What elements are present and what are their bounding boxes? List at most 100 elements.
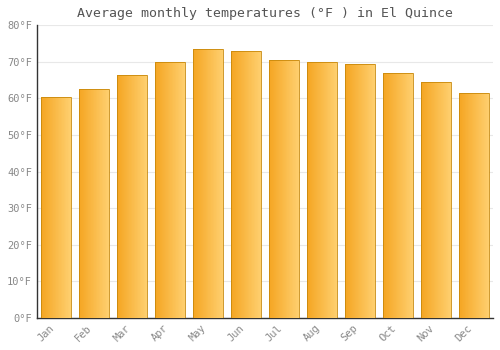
Bar (368, 64, 369, 318)
Bar (354, 64, 355, 318)
Bar (205, 49, 206, 318)
Bar (390, 73, 391, 318)
Bar (259, 51, 260, 318)
Bar (345, 64, 346, 318)
Bar (183, 62, 184, 318)
Bar (46, 97, 47, 318)
Bar (215, 49, 216, 318)
Bar (284, 60, 285, 318)
Bar (85, 89, 86, 318)
Bar (99, 89, 100, 318)
Bar (444, 82, 445, 318)
Bar (423, 82, 424, 318)
Bar (180, 62, 181, 318)
Bar (358, 64, 359, 318)
Bar (459, 93, 489, 318)
Bar (307, 62, 337, 318)
Bar (465, 93, 466, 318)
Bar (201, 49, 202, 318)
Bar (94, 89, 95, 318)
Bar (373, 64, 374, 318)
Bar (347, 64, 348, 318)
Bar (106, 89, 107, 318)
Bar (41, 97, 42, 318)
Bar (288, 60, 290, 318)
Bar (309, 62, 310, 318)
Bar (291, 60, 292, 318)
Bar (256, 51, 257, 318)
Bar (402, 73, 404, 318)
Bar (217, 49, 218, 318)
Bar (448, 82, 449, 318)
Bar (355, 64, 356, 318)
Bar (105, 89, 106, 318)
Bar (276, 60, 277, 318)
Bar (123, 75, 124, 318)
Bar (486, 93, 487, 318)
Bar (297, 60, 298, 318)
Bar (396, 73, 397, 318)
Bar (470, 93, 471, 318)
Bar (213, 49, 214, 318)
Title: Average monthly temperatures (°F ) in El Quince: Average monthly temperatures (°F ) in El… (77, 7, 453, 20)
Bar (181, 62, 182, 318)
Bar (370, 64, 372, 318)
Bar (239, 51, 240, 318)
Bar (397, 73, 398, 318)
Bar (323, 62, 324, 318)
Bar (155, 62, 156, 318)
Bar (55, 97, 56, 318)
Bar (348, 64, 350, 318)
Bar (290, 60, 291, 318)
Bar (145, 75, 146, 318)
Bar (90, 89, 91, 318)
Bar (56, 97, 57, 318)
Bar (58, 97, 59, 318)
Bar (429, 82, 430, 318)
Bar (163, 62, 164, 318)
Bar (362, 64, 363, 318)
Bar (450, 82, 451, 318)
Bar (253, 51, 254, 318)
Bar (178, 62, 179, 318)
Bar (142, 75, 143, 318)
Bar (328, 62, 329, 318)
Bar (479, 93, 480, 318)
Bar (173, 62, 174, 318)
Bar (243, 51, 244, 318)
Bar (336, 62, 337, 318)
Bar (236, 51, 237, 318)
Bar (410, 73, 411, 318)
Bar (88, 89, 89, 318)
Bar (98, 89, 99, 318)
Bar (42, 97, 43, 318)
Bar (41, 97, 70, 318)
Bar (61, 97, 62, 318)
Bar (198, 49, 199, 318)
Bar (134, 75, 135, 318)
Bar (480, 93, 481, 318)
Bar (194, 49, 195, 318)
Bar (285, 60, 286, 318)
Bar (269, 60, 270, 318)
Bar (478, 93, 479, 318)
Bar (318, 62, 319, 318)
Bar (334, 62, 335, 318)
Bar (425, 82, 426, 318)
Bar (384, 73, 385, 318)
Bar (274, 60, 275, 318)
Bar (168, 62, 170, 318)
Bar (461, 93, 462, 318)
Bar (460, 93, 461, 318)
Bar (248, 51, 249, 318)
Bar (257, 51, 258, 318)
Bar (459, 93, 460, 318)
Bar (307, 62, 308, 318)
Bar (156, 62, 157, 318)
Bar (69, 97, 70, 318)
Bar (412, 73, 413, 318)
Bar (298, 60, 299, 318)
Bar (386, 73, 388, 318)
Bar (441, 82, 442, 318)
Bar (277, 60, 278, 318)
